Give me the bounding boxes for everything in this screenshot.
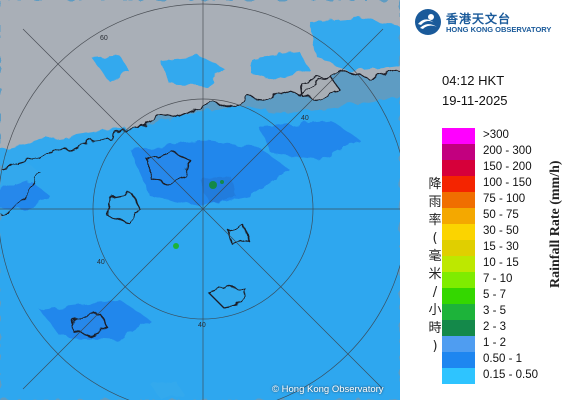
- range-rings: [0, 0, 400, 400]
- org-name-zh: 香港天文台: [446, 12, 512, 26]
- range-label-southwest: 40: [97, 259, 105, 266]
- legend-title-zh: 降雨率 ( 毫米 / 小時): [428, 176, 442, 356]
- legend-title-zh-char: 率: [428, 213, 442, 228]
- legend-swatch: [442, 288, 475, 304]
- legend-swatch: [442, 256, 475, 272]
- copyright-notice: © Hong Kong Observatory: [272, 384, 384, 395]
- legend-label: 75 - 100: [483, 193, 526, 205]
- rain-echo: [0, 18, 400, 400]
- legend-swatch: [442, 352, 475, 368]
- legend-title-zh-char: 毫: [428, 249, 442, 264]
- legend-label: 0.50 - 1: [483, 353, 522, 365]
- legend-swatch: [442, 176, 475, 192]
- legend-label: 2 - 3: [483, 321, 507, 333]
- legend-swatch: [442, 208, 475, 224]
- header-logo[interactable]: 香港天文台 HONG KONG OBSERVATORY: [414, 8, 574, 38]
- legend-title-zh-char: /: [432, 285, 438, 300]
- legend-label: >300: [483, 129, 509, 141]
- legend-label: 3 - 5: [483, 305, 507, 317]
- legend-title-zh-char: 時: [428, 321, 442, 336]
- legend-label: 10 - 15: [483, 257, 519, 269]
- legend-label: 200 - 300: [483, 145, 532, 157]
- legend-label: 7 - 10: [483, 273, 513, 285]
- legend-label: 5 - 7: [483, 289, 507, 301]
- legend-label: 50 - 75: [483, 209, 519, 221]
- legend-title-zh-char: 雨: [428, 195, 442, 210]
- legend-label: 1 - 2: [483, 337, 507, 349]
- legend-swatch: [442, 336, 475, 352]
- legend-swatch: [442, 160, 475, 176]
- legend-title-zh-char: 米: [428, 267, 442, 282]
- legend-label: 0.15 - 0.50: [483, 369, 538, 381]
- legend-title-zh-char: (: [432, 231, 438, 246]
- legend-swatch: [442, 240, 475, 256]
- legend-title-en: Rainfall Rate (mm/h): [548, 160, 563, 288]
- legend-label: 15 - 30: [483, 241, 519, 253]
- legend-swatch: [442, 224, 475, 240]
- org-name-en: HONG KONG OBSERVATORY: [446, 25, 552, 34]
- time-label: 04:12 HKT: [442, 73, 505, 88]
- radar-map[interactable]: 60 40 40 40 © Hong Kong Observatory: [0, 0, 400, 400]
- legend-label: 30 - 50: [483, 225, 519, 237]
- range-label-north: 60: [100, 35, 108, 42]
- coastlines: [0, 69, 400, 337]
- side-panel: 香港天文台 HONG KONG OBSERVATORY 04:12 HKT 19…: [400, 0, 577, 400]
- hko-logo-icon: [415, 9, 441, 35]
- legend-label: 100 - 150: [483, 177, 532, 189]
- legend-swatch: [442, 128, 475, 144]
- legend-swatch: [442, 320, 475, 336]
- range-label-south: 40: [198, 322, 206, 329]
- rain-heavy-cells: [173, 180, 224, 249]
- legend-title-zh-char: ): [432, 339, 438, 354]
- legend-swatch: [442, 272, 475, 288]
- legend-swatch: [442, 144, 475, 160]
- legend-label: 150 - 200: [483, 161, 532, 173]
- legend-title-zh-char: 小: [428, 303, 442, 318]
- legend-title-zh-char: 降: [428, 177, 442, 192]
- legend-swatch: [442, 304, 475, 320]
- legend-swatch: [442, 192, 475, 208]
- legend-swatch: [442, 368, 475, 384]
- range-label-east: 40: [301, 115, 309, 122]
- date-label: 19-11-2025: [442, 93, 508, 108]
- radar-map-svg: 60 40 40 40: [0, 0, 400, 400]
